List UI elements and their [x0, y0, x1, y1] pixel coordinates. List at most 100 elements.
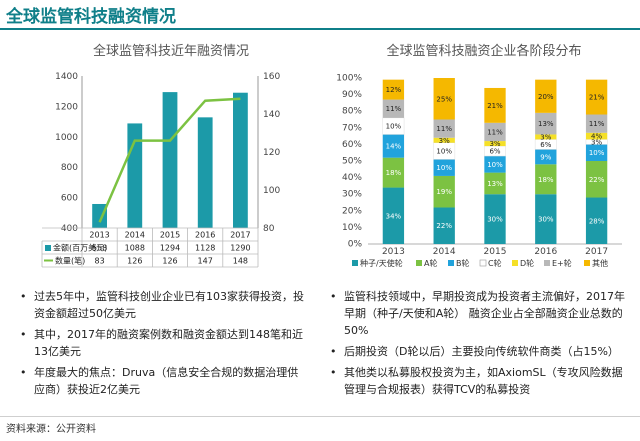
data-label: 21%	[589, 94, 605, 102]
y-tick-left: 1000	[55, 133, 78, 143]
stack-segment	[382, 99, 405, 118]
data-label: 28%	[589, 217, 605, 225]
x-tick-label: 2013	[382, 247, 405, 257]
data-label: 6%	[489, 148, 500, 156]
x-tick-label: 2015	[484, 247, 507, 257]
data-label: 18%	[386, 169, 402, 177]
x-tick-label: 2013	[89, 231, 109, 240]
source-rule	[0, 416, 640, 417]
data-label: 11%	[386, 105, 402, 113]
data-label: 22%	[589, 176, 605, 184]
data-label: 20%	[538, 93, 554, 101]
stack-segment	[535, 134, 557, 140]
legend-swatch	[352, 260, 358, 266]
bar-amount	[233, 92, 248, 228]
bar-amount	[127, 123, 143, 228]
data-label: 21%	[487, 102, 503, 110]
funding-chart-svg: 400 600 800 1000 1200 1400 80 100 120 140 160 2013 5…	[41, 72, 280, 268]
data-label: 10%	[487, 161, 503, 169]
y-tick-right: 120	[263, 148, 280, 158]
legend-swatch	[584, 260, 590, 266]
stack-segment	[433, 119, 455, 138]
line-count	[98, 97, 241, 223]
data-label: 3%	[439, 137, 450, 145]
stack-segment	[535, 112, 557, 135]
legend-label-amount: 金额(百万美元)	[53, 243, 107, 253]
data-label: 22%	[436, 222, 452, 230]
data-label: 13%	[538, 120, 554, 128]
data-label: 6%	[540, 141, 551, 149]
y-tick-left: 1400	[55, 72, 78, 82]
funding-chart-title: 全球监管科技近年融资情况	[92, 44, 249, 59]
table-cell-count: 83	[95, 257, 105, 266]
legend-label: 其他	[592, 258, 608, 268]
data-label: 30%	[538, 216, 554, 224]
data-label: 4%	[591, 133, 602, 141]
stack-segment	[585, 132, 608, 140]
stack-segment	[535, 194, 557, 244]
table-cell-amount: 1128	[195, 244, 215, 253]
page-title: 全球监管科技融资情况	[6, 7, 176, 27]
stage-chart: 全球监管科技融资企业各阶段分布 0% 10% 20% 30% 40% 50% 60% 70% 8…	[334, 36, 634, 280]
stack-segment	[585, 114, 608, 133]
legend-label-count: 数量(笔)	[55, 256, 85, 266]
y-tick-label: 10%	[342, 223, 362, 233]
stack-segment	[433, 207, 455, 244]
stack-segment	[433, 159, 455, 176]
y-tick-label: 30%	[342, 190, 362, 200]
stack-segment	[535, 79, 557, 113]
legend-label: A轮	[424, 258, 437, 268]
data-label: 34%	[386, 212, 402, 220]
data-label: 19%	[436, 188, 452, 196]
x-tick-label: 2017	[585, 247, 608, 257]
stack-segment	[585, 197, 608, 244]
table-cell-count: 147	[198, 257, 213, 266]
funding-chart: 全球监管科技近年融资情况 400 600 800 1000 1200 1400 80 100 1…	[40, 36, 302, 280]
title-rule	[0, 28, 640, 30]
stack-segment	[433, 78, 455, 120]
y-tick-left: 400	[61, 224, 78, 234]
y-tick-label: 20%	[342, 206, 362, 216]
legend-swatch	[448, 260, 454, 266]
y-tick-label: 80%	[342, 107, 362, 117]
x-tick-label: 2017	[230, 231, 250, 240]
data-label: 14%	[386, 143, 402, 151]
data-label: 9%	[540, 153, 551, 161]
legend-swatch	[512, 260, 518, 266]
x-tick-label: 2016	[534, 247, 557, 257]
stack-segment	[484, 122, 506, 142]
right-bullet-1: 监管科技领域中，早期投资成为投资者主流偏好，2017年早期（种子/天使和A轮） …	[326, 288, 631, 339]
x-tick-label: 2014	[433, 247, 456, 257]
y-tick-label: 50%	[342, 157, 362, 167]
data-label: 3%	[489, 140, 500, 148]
y-tick-label: 100%	[336, 74, 362, 84]
legend-label: 种子/天使轮	[360, 258, 403, 268]
legend-label: D轮	[520, 258, 534, 268]
stack-segment	[484, 194, 506, 244]
stack-segment	[382, 157, 405, 188]
bar-amount	[197, 117, 213, 228]
y-tick-left: 600	[61, 194, 78, 204]
stack-segment	[484, 87, 506, 123]
y-tick-label: 40%	[342, 173, 362, 183]
y-tick-label: 60%	[342, 140, 362, 150]
table-cell-amount: 1290	[230, 244, 250, 253]
right-bullet-3: 其他类以私募股权投资为主，如AxiomSL（专攻风险数据管理与合规报表）获得TC…	[326, 364, 631, 398]
source-note: 资料来源：公开资料	[6, 424, 96, 435]
stack-segment	[433, 175, 455, 208]
y-tick-left: 800	[61, 163, 78, 173]
right-bullet-2: 后期投资（D轮以后）主要投向传统软件商类（占15%）	[326, 343, 631, 360]
stack-segment	[484, 141, 506, 147]
left-bullet-1: 过去5年中，监管科技创业企业已有103家获得投资，投资金额超过50亿美元	[16, 288, 306, 322]
data-label: 25%	[436, 95, 452, 103]
data-label: 13%	[487, 180, 503, 188]
stack-segment	[585, 144, 608, 161]
table-cell-amount: 1088	[125, 244, 145, 253]
x-tick-label: 2016	[195, 231, 215, 240]
legend-swatch	[416, 260, 422, 266]
data-label: 3%	[540, 133, 551, 141]
data-label: 11%	[436, 125, 452, 133]
data-label: 10%	[589, 149, 605, 157]
stack-segment	[484, 172, 506, 195]
stack-segment	[585, 79, 608, 115]
